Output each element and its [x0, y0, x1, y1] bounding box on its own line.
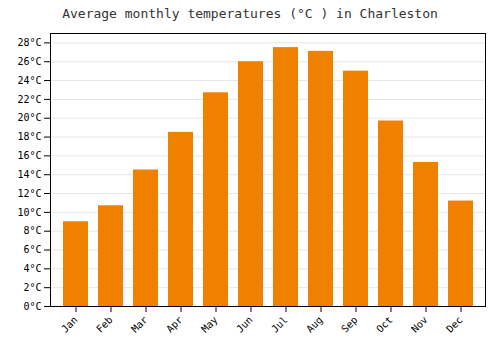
svg-text:Feb: Feb [94, 314, 115, 335]
svg-text:Sep: Sep [339, 314, 360, 335]
html-text:Average monthly temperatures (: Average monthly temperatures (°C ) in Ch… [62, 6, 438, 21]
svg-text:Jul: Jul [269, 314, 290, 335]
svg-text:Jan: Jan [59, 314, 80, 335]
svg-text:16°C: 16°C [17, 150, 41, 161]
svg-text:26°C: 26°C [17, 56, 41, 67]
svg-text:Dec: Dec [444, 314, 465, 335]
svg-text:10°C: 10°C [17, 207, 41, 218]
svg-text:May: May [199, 314, 220, 335]
svg-text:0°C: 0°C [23, 301, 41, 312]
svg-text:22°C: 22°C [17, 94, 41, 105]
svg-text:8°C: 8°C [23, 225, 41, 236]
svg-text:Apr: Apr [164, 314, 185, 335]
svg-text:14°C: 14°C [17, 169, 41, 180]
svg-text:6°C: 6°C [23, 244, 41, 255]
svg-text:4°C: 4°C [23, 263, 41, 274]
svg-text:Mar: Mar [129, 314, 150, 335]
svg-text:28°C: 28°C [17, 37, 41, 48]
svg-text:Jun: Jun [234, 314, 255, 335]
svg-text:Nov: Nov [409, 314, 430, 335]
svg-text:24°C: 24°C [17, 75, 41, 86]
svg-text:Aug: Aug [304, 314, 325, 335]
svg-text:12°C: 12°C [17, 188, 41, 199]
svg-text:18°C: 18°C [17, 131, 41, 142]
svg-text:2°C: 2°C [23, 282, 41, 293]
svg-text:Oct: Oct [374, 314, 395, 335]
svg-text:20°C: 20°C [17, 112, 41, 123]
